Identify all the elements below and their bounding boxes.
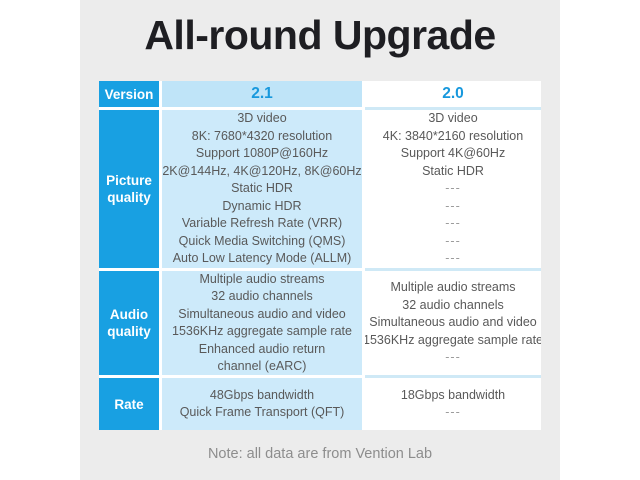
picture-quality-2-0-cell: 3D video 4K: 3840*2160 resolution Support …: [365, 110, 541, 271]
infographic-canvas: All-round Upgrade Version 2.1 2.0 Pictur…: [80, 0, 560, 480]
page-title: All-round Upgrade: [144, 12, 496, 58]
header-version-cell: Version: [99, 81, 162, 110]
row-label-audio-quality: Audio quality: [99, 271, 162, 378]
header-version-2-0-cell: 2.0: [365, 81, 541, 110]
rate-2-1-cell: 48Gbps bandwidth Quick Frame Transport (Q…: [162, 378, 365, 430]
row-label-rate: Rate: [99, 378, 162, 430]
picture-quality-2-1-cell: 3D video 8K: 7680*4320 resolution Support …: [162, 110, 365, 271]
comparison-table: Version 2.1 2.0 Picture quality 3D video…: [99, 81, 541, 430]
row-label-picture-quality: Picture quality: [99, 110, 162, 271]
audio-quality-2-1-cell: Multiple audio streams 32 audio channels S…: [162, 271, 365, 378]
audio-quality-2-0-cell: Multiple audio streams 32 audio channels S…: [365, 271, 541, 378]
rate-2-0-cell: 18Gbps bandwidth ---: [365, 378, 541, 430]
header-version-2-1-cell: 2.1: [162, 81, 365, 110]
note-text: Note: all data are from Vention Lab: [207, 446, 433, 462]
